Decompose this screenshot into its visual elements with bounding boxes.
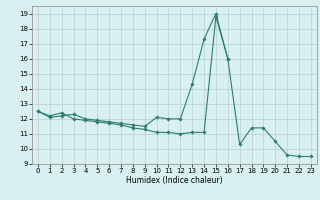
X-axis label: Humidex (Indice chaleur): Humidex (Indice chaleur) [126, 176, 223, 185]
